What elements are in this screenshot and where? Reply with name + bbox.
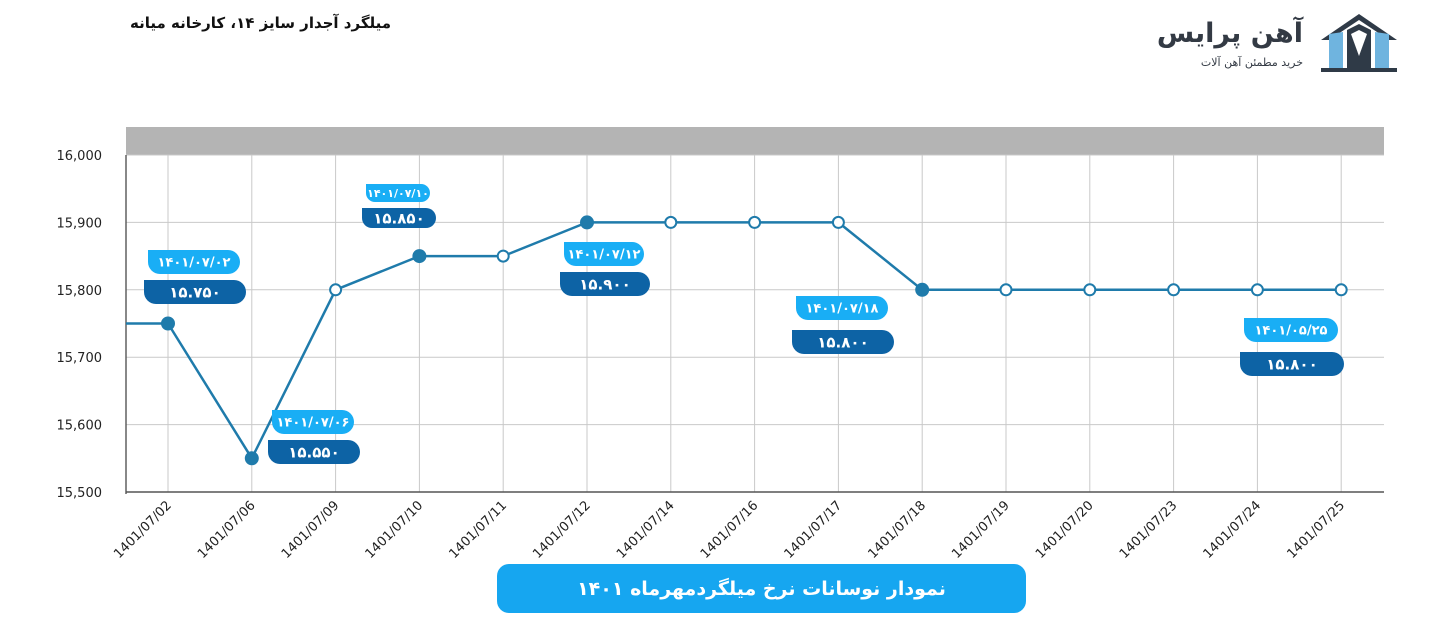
annotation-value-text: ۱۵.۸۰۰ — [1266, 355, 1317, 373]
chart-header-band — [126, 127, 1384, 155]
annotation-value-text: ۱۵.۸۰۰ — [817, 333, 868, 351]
y-tick-label: 15,800 — [57, 284, 103, 299]
point-annotations: ۱۴۰۱/۰۷/۰۲ ۱۵.۷۵۰ ۱۴۰۱/۰۷/۰۶ ۱۵.۵۵۰ ۱۴۰۱/۰۷/… — [144, 184, 1344, 464]
data-point — [831, 215, 845, 229]
data-point — [999, 283, 1013, 297]
x-tick-label: 1401/07/12 — [530, 498, 594, 562]
x-tick-label: 1401/07/24 — [1201, 498, 1265, 562]
x-tick-label: 1401/07/16 — [698, 498, 762, 562]
chart-title-banner: نمودار نوسانات نرخ میلگردمهرماه ۱۴۰۱ — [497, 564, 1026, 613]
annotation-value: ۱۵.۸۰۰ — [1240, 352, 1344, 376]
annotation-date-text: ۱۴۰۱/۰۷/۱۰ — [367, 187, 429, 200]
annotation-value: ۱۵.۷۵۰ — [144, 280, 246, 304]
annotation-value-text: ۱۵.۷۵۰ — [169, 283, 220, 301]
annotation-date-text: ۱۴۰۱/۰۷/۱۸ — [806, 302, 879, 317]
logo-tagline: خرید مطمئن آهن آلات — [1200, 56, 1303, 69]
data-point — [1083, 283, 1097, 297]
annotation-date-bg — [272, 410, 354, 434]
y-tick-label: 15,500 — [57, 486, 103, 501]
data-point — [1250, 283, 1264, 297]
annotation-date: ۱۴۰۱/۰۷/۱۰ — [366, 184, 430, 202]
annotation-value-bg — [268, 440, 360, 464]
x-tick-label: 1401/07/14 — [614, 498, 678, 562]
annotation-value-text: ۱۵.۸۵۰ — [373, 209, 424, 227]
annotation-date-text: ۱۴۰۱/۰۷/۱۲ — [568, 248, 641, 263]
brand-logo: آهن پرایس خرید مطمئن آهن آلات — [1157, 10, 1401, 76]
y-tick-label: 15,700 — [57, 351, 103, 366]
annotation-date-bg — [564, 242, 644, 266]
annotation-value: ۱۵.۸۰۰ — [792, 330, 894, 354]
x-tick-label: 1401/07/19 — [949, 498, 1013, 562]
data-point — [1334, 283, 1348, 297]
annotation-date-bg — [148, 250, 240, 274]
data-point — [412, 249, 427, 264]
annotation-value: ۱۵.۹۰۰ — [560, 272, 650, 296]
x-tick-label: 1401/07/25 — [1284, 498, 1348, 562]
series-line — [126, 221, 1342, 460]
data-point — [244, 451, 259, 466]
house-logo-icon — [1321, 14, 1397, 72]
x-tick-label: 1401/07/18 — [865, 498, 929, 562]
x-tick-label: 1401/07/10 — [363, 498, 427, 562]
data-point — [915, 282, 930, 297]
x-tick-label: 1401/07/17 — [782, 498, 846, 562]
x-tick-label: 1401/07/02 — [111, 498, 175, 562]
x-tick-label: 1401/07/09 — [279, 498, 343, 562]
annotation-date-text: ۱۴۰۱/۰۵/۲۵ — [1255, 324, 1328, 339]
data-point — [496, 249, 510, 263]
annotation-date-bg — [366, 184, 430, 202]
data-point — [1167, 283, 1181, 297]
data-point — [580, 215, 594, 230]
data-point — [161, 316, 175, 331]
data-point — [664, 215, 678, 229]
annotation-value-bg — [362, 208, 436, 228]
x-tick-label: 1401/07/23 — [1117, 498, 1181, 562]
annotation-value-bg — [560, 272, 650, 296]
chart-subtitle: میلگرد آجدار سایز ۱۴، کارخانه میانه — [130, 14, 392, 32]
x-tick-label: 1401/07/06 — [195, 498, 259, 562]
x-tick-label: 1401/07/20 — [1033, 498, 1097, 562]
annotation-value: ۱۵.۵۵۰ — [268, 440, 360, 464]
logo-name: آهن پرایس — [1156, 18, 1303, 49]
annotation-date-text: ۱۴۰۱/۰۷/۰۶ — [277, 416, 350, 431]
annotation-value-text: ۱۵.۵۵۰ — [288, 443, 339, 461]
y-axis: 15,500 15,600 15,700 15,800 15,900 16,000 — [57, 149, 103, 501]
y-tick-label: 16,000 — [57, 149, 103, 164]
annotation-value-text: ۱۵.۹۰۰ — [579, 275, 630, 293]
annotation-date: ۱۴۰۱/۰۵/۲۵ — [1244, 318, 1338, 342]
annotation-date: ۱۴۰۱/۰۷/۰۲ — [148, 250, 240, 274]
annotation-date-bg — [1244, 318, 1338, 342]
x-axis: 1401/07/02 1401/07/06 1401/07/09 1401/07/10… — [111, 498, 1348, 562]
annotation-value-bg — [144, 280, 246, 304]
y-tick-label: 15,900 — [57, 216, 103, 231]
series-path — [126, 221, 1342, 460]
annotation-date: ۱۴۰۱/۰۷/۱۸ — [796, 296, 888, 320]
annotation-date: ۱۴۰۱/۰۷/۱۲ — [564, 242, 644, 266]
x-tick-label: 1401/07/11 — [446, 498, 510, 562]
series-points — [161, 215, 1348, 466]
data-point — [748, 215, 762, 229]
annotation-value-bg — [1240, 352, 1344, 376]
annotation-date: ۱۴۰۱/۰۷/۰۶ — [272, 410, 354, 434]
data-point — [329, 283, 343, 297]
annotation-date-bg — [796, 296, 888, 320]
annotation-value-bg — [792, 330, 894, 354]
y-tick-label: 15,600 — [57, 419, 103, 434]
annotation-date-text: ۱۴۰۱/۰۷/۰۲ — [158, 256, 231, 271]
annotation-value: ۱۵.۸۵۰ — [362, 208, 436, 228]
